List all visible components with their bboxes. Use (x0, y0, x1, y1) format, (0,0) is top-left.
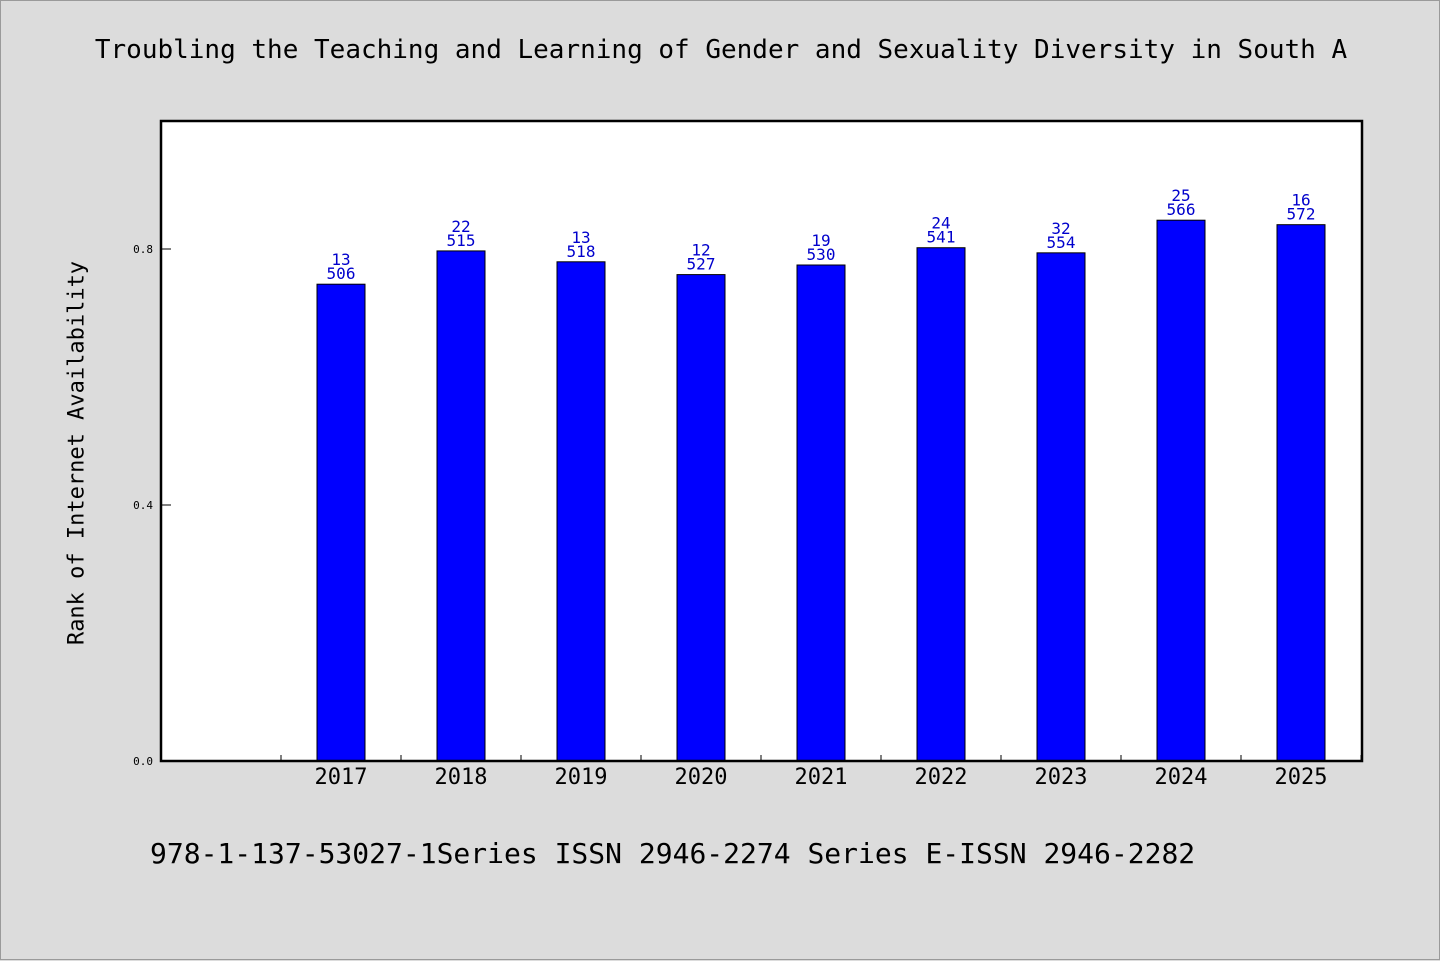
bar-label-top: 32 (1051, 219, 1070, 238)
plot-border (159, 119, 1364, 763)
bar-label-top: 12 (691, 241, 710, 260)
bar-label-top: 22 (451, 217, 470, 236)
x-tick-label: 2023 (1035, 765, 1088, 790)
bar-2019 (556, 261, 606, 762)
x-tick-label: 2018 (435, 765, 488, 790)
bar-label-top: 16 (1291, 191, 1310, 210)
bar-2023 (1036, 252, 1086, 762)
bar-label-top: 13 (571, 228, 590, 247)
y-tick-label: 0.4 (133, 499, 153, 512)
bar-2024 (1156, 219, 1206, 762)
bar-label-bottom: 518 (567, 242, 596, 261)
chart-title: Troubling the Teaching and Learning of G… (94, 35, 1348, 65)
bar-2022 (916, 247, 966, 762)
bar-2025 (1276, 224, 1326, 762)
x-tick-label: 2019 (555, 765, 608, 790)
x-tick-label: 2021 (795, 765, 848, 790)
bar-label-bottom: 554 (1047, 233, 1076, 252)
x-tick-label: 2025 (1275, 765, 1328, 790)
bar-label-top: 24 (931, 214, 950, 233)
x-tick-label: 2020 (675, 765, 728, 790)
bar-label-bottom: 541 (927, 228, 956, 247)
y-tick-label: 0.8 (133, 243, 153, 256)
bar-label-bottom: 506 (327, 264, 356, 283)
bar-2017 (316, 283, 366, 762)
bar-2018 (436, 250, 486, 762)
footer-isbn-text: 978-1-137-53027-1Series ISSN 2946-2274 S… (150, 837, 1196, 870)
bar-label-bottom: 530 (807, 245, 836, 264)
bar-label-bottom: 527 (687, 255, 716, 274)
x-tick-label: 2022 (915, 765, 968, 790)
bar-2020 (676, 274, 726, 762)
bar-label-top: 19 (811, 231, 830, 250)
bar-label-top: 13 (331, 250, 350, 269)
x-tick-label: 2024 (1155, 765, 1208, 790)
x-tick-label: 2017 (315, 765, 368, 790)
bar-label-bottom: 566 (1167, 200, 1196, 219)
bar-label-top: 25 (1171, 186, 1190, 205)
bar-label-bottom: 572 (1287, 205, 1316, 224)
bar-label-bottom: 515 (447, 231, 476, 250)
y-tick-label: 0.0 (133, 755, 153, 768)
bar-2021 (796, 264, 846, 762)
